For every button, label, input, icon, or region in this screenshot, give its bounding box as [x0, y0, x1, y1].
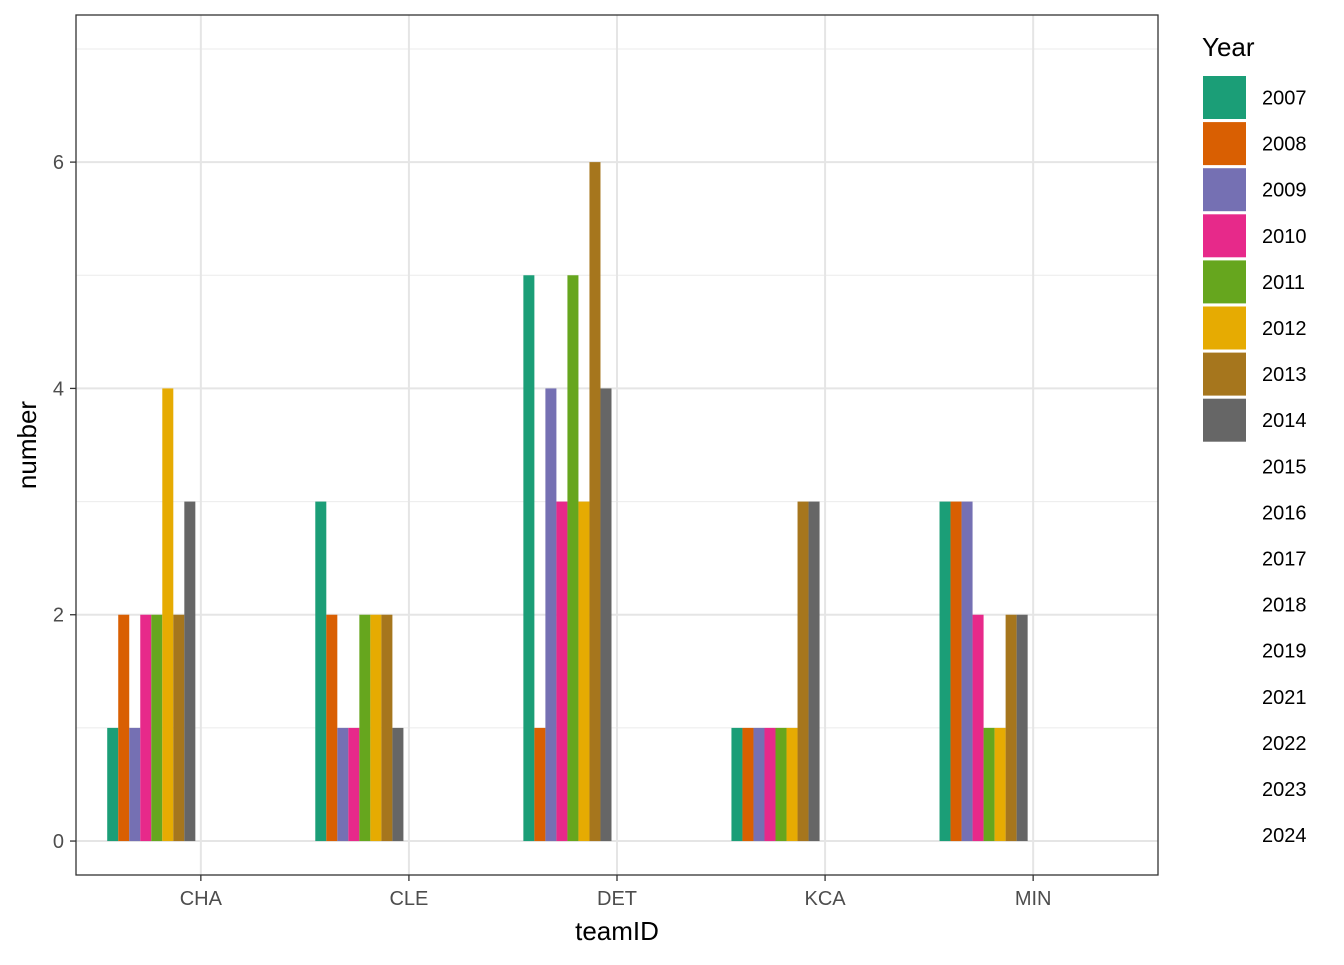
bar-kca-2010: [764, 727, 776, 842]
y-tick-label: 6: [53, 152, 64, 174]
bar-det-2012: [578, 501, 590, 842]
x-tick-label: MIN: [1015, 888, 1052, 910]
legend-label-2007: 2007: [1262, 88, 1307, 110]
legend-key-2014: [1203, 398, 1246, 442]
legend-key-2013: [1203, 352, 1246, 396]
y-tick-label: 2: [53, 605, 64, 627]
bar-cle-2009: [337, 727, 349, 842]
bar-kca-2014: [808, 501, 820, 842]
bar-min-2009: [961, 501, 973, 842]
legend-label-2021: 2021: [1262, 687, 1307, 709]
bar-cle-2012: [370, 614, 382, 842]
bars-group: [107, 162, 1028, 842]
legend-label-2011: 2011: [1262, 272, 1305, 294]
bar-min-2013: [1005, 614, 1017, 842]
bar-cha-2012: [162, 388, 174, 842]
bar-cha-2013: [173, 614, 185, 842]
bar-kca-2007: [731, 727, 743, 842]
y-axis-title: number: [12, 401, 42, 489]
x-tick-label: CLE: [389, 888, 428, 910]
bar-cle-2011: [359, 614, 371, 842]
bar-min-2008: [950, 501, 962, 842]
bar-kca-2008: [742, 727, 754, 842]
legend-label-2018: 2018: [1262, 595, 1307, 617]
bar-kca-2012: [786, 727, 798, 842]
y-tick-label: 4: [53, 378, 64, 400]
bar-min-2011: [983, 727, 995, 842]
bar-cha-2014: [184, 501, 196, 842]
legend-title: Year: [1202, 32, 1255, 62]
bar-det-2009: [545, 388, 557, 842]
bar-det-2007: [523, 275, 535, 842]
legend-label-2017: 2017: [1262, 549, 1307, 571]
legend-label-2019: 2019: [1262, 641, 1307, 663]
x-axis-title: teamID: [575, 916, 659, 946]
major-gridlines: [76, 15, 1158, 875]
bar-cle-2010: [348, 727, 360, 842]
bar-cle-2008: [326, 614, 338, 842]
bar-cha-2008: [118, 614, 130, 842]
bar-cha-2011: [151, 614, 163, 842]
x-tick-label: KCA: [805, 888, 847, 910]
legend-label-2014: 2014: [1262, 410, 1307, 432]
bar-det-2014: [600, 388, 612, 842]
bar-cha-2007: [107, 727, 119, 842]
bar-cha-2010: [140, 614, 152, 842]
legend-label-2008: 2008: [1262, 134, 1307, 156]
bar-cle-2014: [392, 727, 404, 842]
legend-key-2012: [1203, 306, 1246, 350]
legend-label-2012: 2012: [1262, 318, 1307, 340]
bar-cle-2007: [315, 501, 327, 842]
bar-cle-2013: [381, 614, 393, 842]
bar-kca-2013: [797, 501, 809, 842]
bar-kca-2011: [775, 727, 787, 842]
legend-label-2016: 2016: [1262, 502, 1307, 524]
bar-det-2013: [589, 162, 601, 842]
y-axis: 0 2 4 6: [53, 152, 76, 853]
legend-label-2013: 2013: [1262, 364, 1307, 386]
x-axis: CHA CLE DET KCA MIN: [180, 875, 1052, 910]
x-tick-label: DET: [597, 888, 637, 910]
legend: Year 2007 2008 2009 2010 2011 2012 2013 2014 201…: [1202, 32, 1307, 847]
legend-key-2011: [1203, 260, 1246, 304]
bar-det-2010: [556, 501, 568, 842]
bar-cha-2009: [129, 727, 141, 842]
bar-min-2007: [939, 501, 951, 842]
bar-min-2012: [994, 727, 1006, 842]
bar-kca-2009: [753, 727, 765, 842]
legend-key-2009: [1203, 168, 1246, 212]
x-tick-label: CHA: [180, 888, 223, 910]
bar-min-2010: [972, 614, 984, 842]
legend-label-2009: 2009: [1262, 180, 1307, 202]
legend-label-2015: 2015: [1262, 456, 1307, 478]
legend-key-2007: [1203, 76, 1246, 119]
legend-label-2023: 2023: [1262, 779, 1307, 801]
legend-label-2024: 2024: [1262, 825, 1307, 847]
y-tick-label: 0: [53, 831, 64, 853]
bar-det-2008: [534, 727, 546, 842]
legend-label-2010: 2010: [1262, 226, 1307, 248]
legend-key-2008: [1203, 122, 1246, 166]
bar-min-2014: [1016, 614, 1028, 842]
legend-key-2010: [1203, 214, 1246, 258]
legend-label-2022: 2022: [1262, 733, 1307, 755]
bar-det-2011: [567, 275, 579, 842]
